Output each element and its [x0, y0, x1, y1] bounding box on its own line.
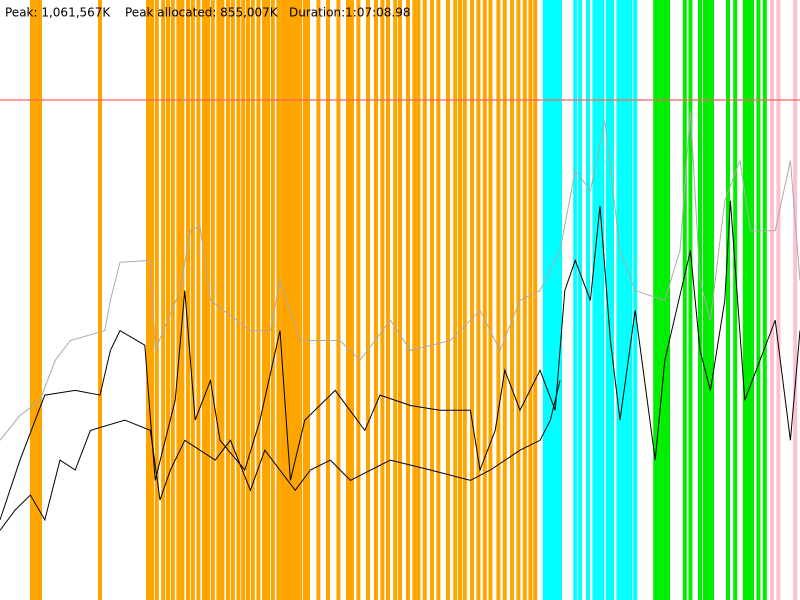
- peak-label: Peak: 1,061,567K: [5, 6, 111, 20]
- event-layer: [30, 0, 798, 600]
- memory-line: [0, 110, 800, 441]
- memory-line: [0, 380, 561, 531]
- duration-label: Duration:1:07:08.98: [289, 6, 411, 20]
- memory-line: [0, 200, 800, 521]
- line-layer: [0, 99, 800, 531]
- peak-allocated-label: Peak allocated: 855,007K: [125, 6, 279, 20]
